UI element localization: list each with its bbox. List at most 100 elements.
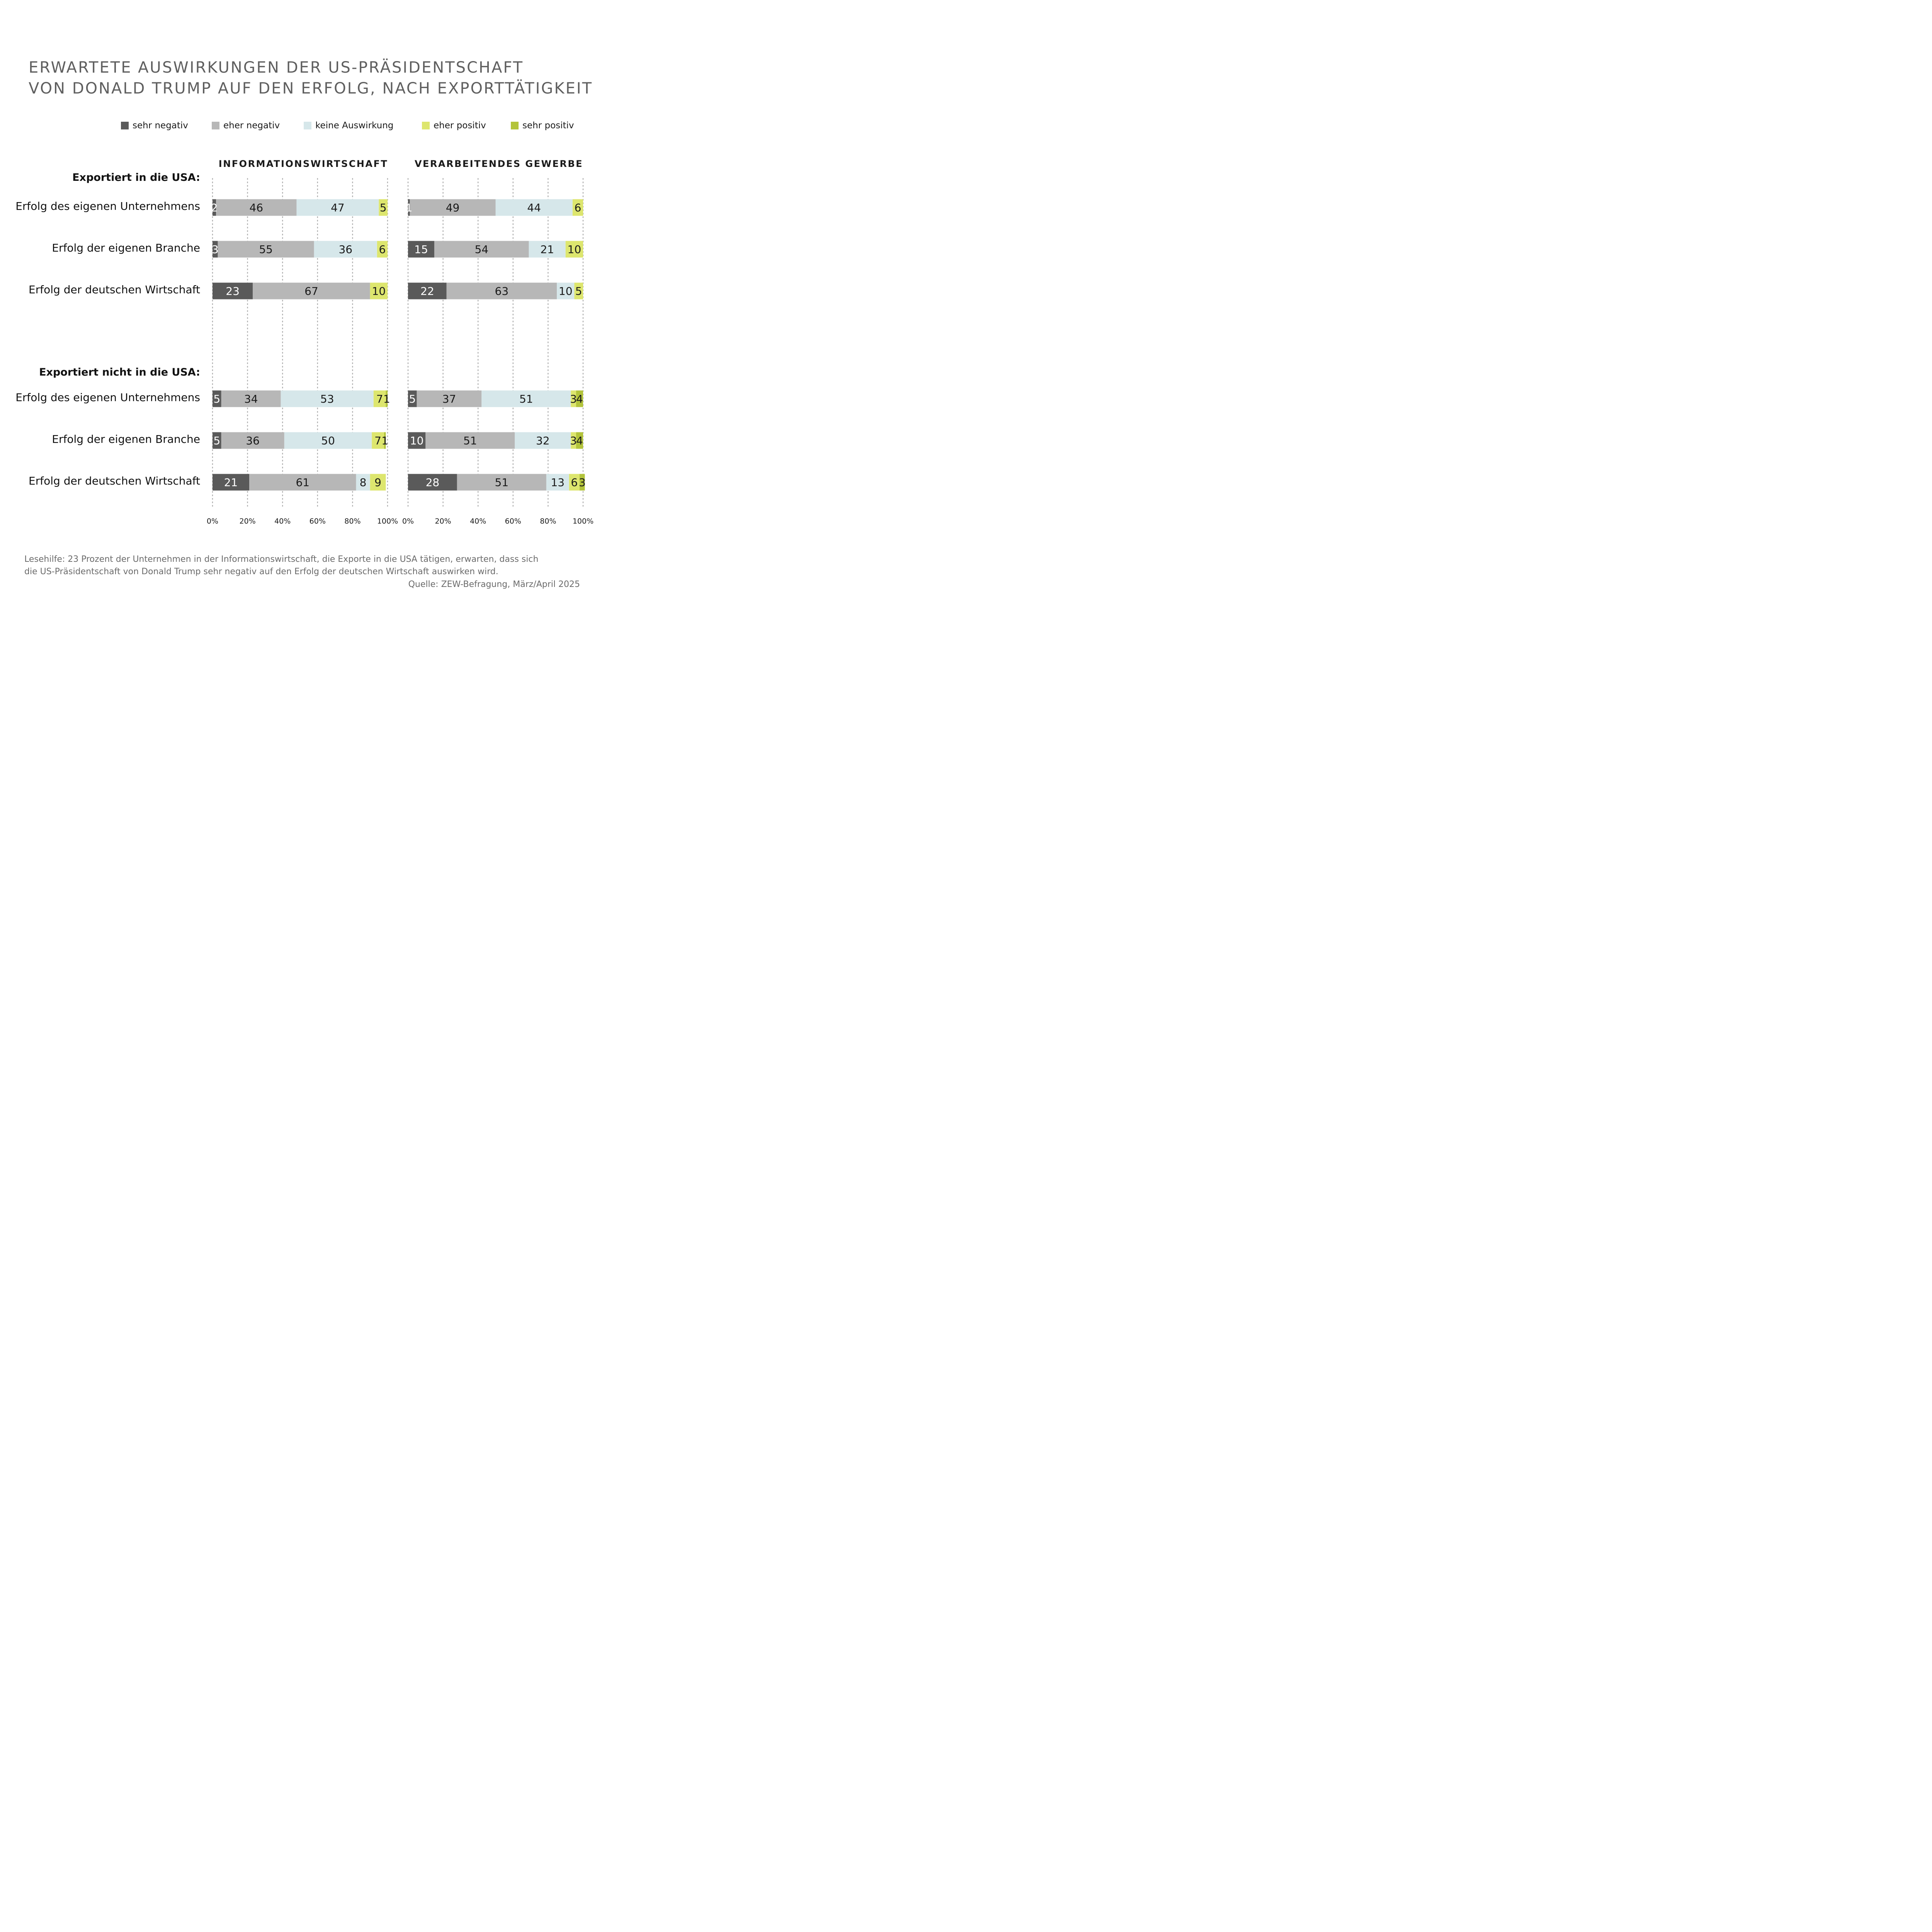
bar-segment: [281, 390, 374, 407]
bar-segment: [572, 199, 583, 216]
data-label: 3: [570, 393, 577, 405]
legend-swatch: [304, 122, 311, 129]
bar-segment: [249, 474, 356, 491]
chart-title-line-1: ERWARTETE AUSWIRKUNGEN DER US-PRÄSIDENTS…: [29, 59, 524, 77]
bar-segment: [408, 474, 457, 491]
bar-segment: [213, 474, 250, 491]
bar-segment: [386, 390, 388, 407]
row-label: Erfolg der eigenen Branche: [52, 433, 200, 446]
data-label: 50: [321, 434, 335, 447]
data-label: 7: [376, 393, 383, 405]
bar-segment: [221, 390, 281, 407]
chart-title-line-2: VON DONALD TRUMP AUF DEN ERFOLG, NACH EX…: [29, 80, 593, 97]
data-label: 3: [212, 243, 219, 256]
row-label: Erfolg der eigenen Branche: [52, 242, 200, 254]
footnote-line-2: die US-Präsidentschaft von Donald Trump …: [24, 567, 498, 577]
footnote-line-1: Lesehilfe: 23 Prozent der Unternehmen in…: [24, 554, 539, 564]
bar-segment: [216, 199, 297, 216]
data-label: 67: [304, 285, 318, 298]
bar-segment: [515, 432, 571, 449]
bar-segment: [408, 199, 410, 216]
bar-segment: [284, 432, 372, 449]
x-tick-label: 0%: [207, 517, 218, 526]
bar-segment: [579, 474, 585, 491]
group-label-exportiert: Exportiert in die USA:: [72, 172, 200, 184]
legend-label: keine Auswirkung: [315, 121, 394, 131]
data-label: 6: [379, 243, 386, 256]
data-label: 5: [409, 393, 416, 405]
bar-segment: [377, 241, 388, 258]
legend-item-sehr-negativ: sehr negativ: [121, 121, 188, 131]
bar-segment: [384, 432, 386, 449]
data-label: 9: [374, 476, 381, 489]
bar-segment: [213, 390, 221, 407]
data-label: 4: [576, 393, 583, 405]
data-label: 54: [474, 243, 488, 256]
x-tick-label: 20%: [435, 517, 451, 526]
bar-segment: [576, 390, 583, 407]
bar-segment: [373, 390, 386, 407]
panel-title-verarbeitendes-gewerbe: VERARBEITENDES GEWERBE: [414, 158, 583, 169]
data-label: 49: [446, 201, 460, 214]
row-label: Erfolg des eigenen Unternehmens: [15, 391, 200, 404]
bar-segment: [408, 390, 417, 407]
data-label: 21: [224, 476, 238, 489]
data-label: 4: [576, 434, 583, 447]
data-label: 10: [410, 434, 424, 447]
bar-segment: [546, 474, 569, 491]
data-label: 8: [360, 476, 367, 489]
legend-swatch: [121, 122, 129, 129]
bar-segment: [408, 432, 426, 449]
bar-segment: [571, 432, 576, 449]
bar-segment: [314, 241, 377, 258]
data-label: 10: [568, 243, 582, 256]
data-label: 5: [213, 393, 220, 405]
data-label: 5: [213, 434, 220, 447]
bar-segment: [576, 432, 583, 449]
data-label: 3: [579, 476, 586, 489]
legend-label: eher positiv: [434, 121, 486, 131]
data-label: 1: [383, 393, 390, 405]
bar-segment: [213, 282, 253, 299]
x-tick-label: 40%: [470, 517, 486, 526]
data-label: 34: [244, 393, 258, 405]
group-label-exportiert-nicht: Exportiert nicht in die USA:: [39, 366, 200, 378]
bar-segment: [213, 432, 221, 449]
data-label: 5: [380, 201, 387, 214]
data-label: 13: [551, 476, 565, 489]
data-label: 21: [540, 243, 554, 256]
bar-segment: [481, 390, 571, 407]
bar-segment: [213, 241, 218, 258]
bar-segment: [213, 199, 216, 216]
bar-segment: [495, 199, 573, 216]
bar-segment: [218, 241, 314, 258]
bar-segment: [434, 241, 529, 258]
x-tick-label: 80%: [344, 517, 361, 526]
legend-label: sehr positiv: [522, 121, 574, 131]
bar-segment: [569, 474, 580, 491]
data-label: 1: [381, 434, 388, 447]
bar-segment: [574, 282, 583, 299]
x-tick-label: 100%: [377, 517, 398, 526]
data-label: 6: [574, 201, 581, 214]
stacked-bar-chart: 0% 20% 40% 60% 80% 100%2 46 47 53 55 36 623 67 105 34 5…: [207, 178, 594, 526]
data-label: 55: [259, 243, 273, 256]
data-label: 44: [527, 201, 541, 214]
legend-item-eher-positiv: eher positiv: [422, 121, 486, 131]
data-label: 2: [211, 201, 218, 214]
data-label: 22: [420, 285, 434, 298]
bar-segment: [410, 199, 496, 216]
row-label: Erfolg der deutschen Wirtschaft: [29, 283, 200, 296]
bar-segment: [408, 241, 434, 258]
legend-label: eher negativ: [223, 121, 280, 131]
legend-item-sehr-positiv: sehr positiv: [511, 121, 574, 131]
bar-segment: [529, 241, 566, 258]
row-label: Erfolg der deutschen Wirtschaft: [29, 474, 200, 487]
legend-item-eher-negativ: eher negativ: [212, 121, 280, 131]
bar-segment: [571, 390, 576, 407]
legend: sehr negativ eher negativ keine Auswirku…: [0, 121, 600, 136]
bar-segment: [408, 282, 447, 299]
x-tick-label: 40%: [274, 517, 291, 526]
data-label: 3: [570, 434, 577, 447]
bar-segment: [356, 474, 370, 491]
